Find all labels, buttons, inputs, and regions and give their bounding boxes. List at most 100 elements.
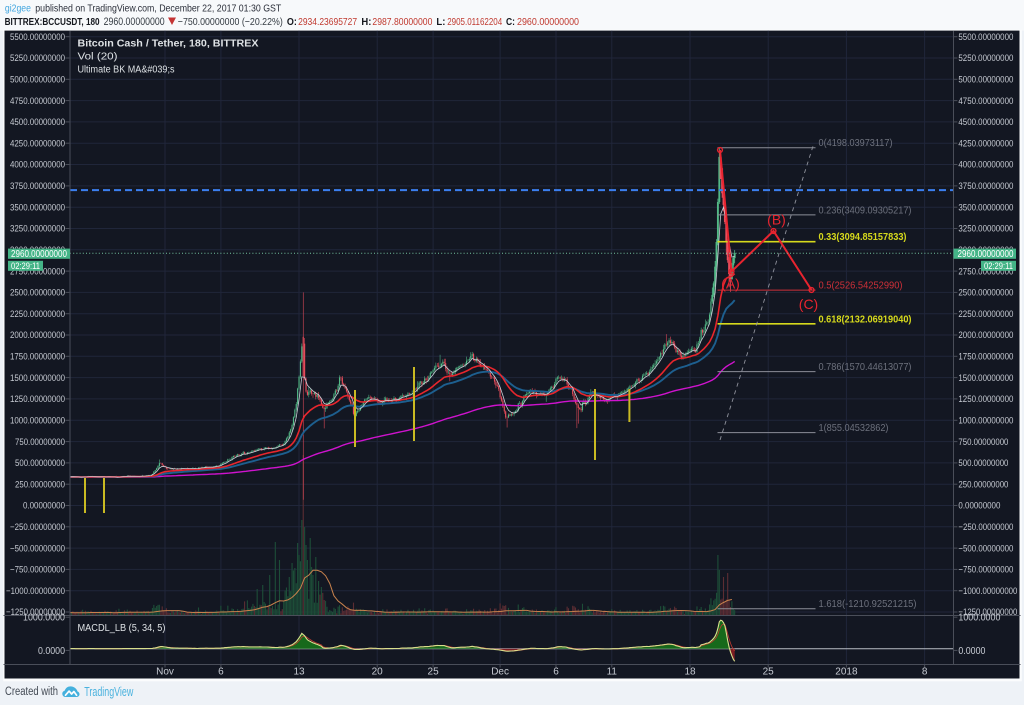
svg-text:1(855.04532862): 1(855.04532862) [819,422,889,434]
svg-text:2960.00000000: 2960.00000000 [517,16,579,28]
svg-text:3500.00000000: 3500.00000000 [958,202,1013,212]
svg-text:4500.00000000: 4500.00000000 [10,117,65,127]
svg-text:1250.00000000: 1250.00000000 [958,394,1013,404]
svg-text:4750.00000000: 4750.00000000 [10,96,65,106]
svg-text:−500.00000000: −500.00000000 [10,543,65,553]
svg-text:BITTREX:BCCUSDT, 180: BITTREX:BCCUSDT, 180 [5,16,100,28]
svg-text:0.00000000: 0.00000000 [23,501,65,511]
svg-text:25: 25 [428,667,440,678]
svg-text:4250.00000000: 4250.00000000 [958,138,1013,148]
svg-text:2905.01162204: 2905.01162204 [447,16,502,28]
svg-text:2934.23695727: 2934.23695727 [298,16,357,28]
svg-text:1750.00000000: 1750.00000000 [958,352,1013,362]
svg-text:(A): (A) [721,276,740,292]
svg-text:2250.00000000: 2250.00000000 [958,309,1013,319]
svg-text:1000.0000: 1000.0000 [958,613,1000,624]
svg-text:4500.00000000: 4500.00000000 [958,117,1013,127]
svg-text:5250.00000000: 5250.00000000 [958,53,1013,63]
svg-text:−1000.00000000: −1000.00000000 [6,586,65,596]
svg-text:500.00000000: 500.00000000 [958,458,1008,468]
svg-text:2960.00000000: 2960.00000000 [958,249,1014,260]
svg-text:2987.80000000: 2987.80000000 [372,16,432,28]
svg-text:2000.00000000: 2000.00000000 [10,330,65,340]
svg-text:O:: O: [287,16,297,28]
svg-text:Created with: Created with [5,686,58,698]
svg-text:500.00000000: 500.00000000 [15,458,65,468]
svg-text:02:29:11: 02:29:11 [984,261,1013,272]
svg-text:0.00000000: 0.00000000 [958,501,1000,511]
svg-text:20: 20 [372,667,384,678]
svg-text:−250.00000000: −250.00000000 [10,522,65,532]
svg-text:02:29:11: 02:29:11 [11,261,40,272]
svg-text:750.00000000: 750.00000000 [958,437,1008,447]
svg-text:−1250.00000000: −1250.00000000 [958,607,1017,617]
svg-text:11: 11 [607,667,618,678]
svg-text:1000.0000: 1000.0000 [23,613,65,624]
svg-text:6: 6 [218,667,224,678]
svg-text:0.236(3409.09305217): 0.236(3409.09305217) [819,204,912,216]
svg-text:MACDL_LB (5, 34, 5): MACDL_LB (5, 34, 5) [78,623,166,634]
svg-text:5250.00000000: 5250.00000000 [10,53,65,63]
svg-text:4750.00000000: 4750.00000000 [958,96,1013,106]
svg-text:2960.00000000: 2960.00000000 [104,16,165,28]
svg-text:−250.00000000: −250.00000000 [958,522,1013,532]
svg-text:1000.00000000: 1000.00000000 [958,416,1013,426]
svg-text:Vol (20): Vol (20) [78,51,118,62]
svg-text:2018: 2018 [835,667,858,678]
svg-text:published on TradingView.com,: published on TradingView.com, December 2… [35,2,281,14]
svg-text:3750.00000000: 3750.00000000 [10,181,65,191]
svg-text:Ultimate BK MA&#039;s: Ultimate BK MA&#039;s [78,64,175,75]
svg-text:2750.00000000: 2750.00000000 [10,266,65,276]
svg-text:2500.00000000: 2500.00000000 [958,288,1013,298]
svg-text:−750.00000000: −750.00000000 [958,565,1013,575]
svg-text:0.0000: 0.0000 [958,646,985,657]
svg-text:250.00000000: 250.00000000 [15,479,65,489]
svg-text:1.618(-1210.92521215): 1.618(-1210.92521215) [819,598,917,610]
svg-text:−750.00000000 (−20.22%): −750.00000000 (−20.22%) [178,16,283,28]
svg-text:0(4198.03973117): 0(4198.03973117) [819,137,893,149]
svg-text:0.0000: 0.0000 [38,646,65,657]
svg-text:1500.00000000: 1500.00000000 [958,373,1013,383]
svg-text:1750.00000000: 1750.00000000 [10,352,65,362]
svg-text:3250.00000000: 3250.00000000 [958,224,1013,234]
svg-text:Bitcoin Cash / Tether, 180, BI: Bitcoin Cash / Tether, 180, BITTREX [78,38,259,49]
svg-text:18: 18 [684,667,696,678]
svg-text:4000.00000000: 4000.00000000 [10,160,65,170]
svg-text:−750.00000000: −750.00000000 [10,565,65,575]
svg-text:H:: H: [361,16,371,28]
svg-text:(B): (B) [767,212,786,228]
svg-text:0.33(3094.85157833): 0.33(3094.85157833) [819,231,907,243]
svg-text:Nov: Nov [156,667,174,678]
svg-text:−1250.00000000: −1250.00000000 [6,607,65,617]
svg-text:6: 6 [553,667,559,678]
svg-text:1250.00000000: 1250.00000000 [10,394,65,404]
svg-text:0.5(2526.54252990): 0.5(2526.54252990) [819,280,903,292]
svg-text:1500.00000000: 1500.00000000 [10,373,65,383]
svg-text:(C): (C) [799,296,818,312]
svg-text:4000.00000000: 4000.00000000 [958,160,1013,170]
svg-text:Dec: Dec [491,667,509,678]
svg-text:3250.00000000: 3250.00000000 [10,224,65,234]
svg-text:−500.00000000: −500.00000000 [958,543,1013,553]
svg-text:250.00000000: 250.00000000 [958,479,1008,489]
svg-text:C:: C: [506,16,515,28]
svg-text:3500.00000000: 3500.00000000 [10,202,65,212]
svg-text:13: 13 [293,667,305,678]
svg-text:3750.00000000: 3750.00000000 [958,181,1013,191]
svg-text:2960.00000000: 2960.00000000 [11,249,67,260]
svg-text:0.618(2132.06919040): 0.618(2132.06919040) [819,313,912,325]
svg-text:gi2gee: gi2gee [5,2,31,14]
svg-text:0.786(1570.44613077): 0.786(1570.44613077) [819,361,912,373]
svg-text:5500.00000000: 5500.00000000 [958,32,1013,42]
svg-text:25: 25 [763,667,775,678]
svg-text:5500.00000000: 5500.00000000 [10,32,65,42]
svg-text:2750.00000000: 2750.00000000 [958,266,1013,276]
svg-text:−1000.00000000: −1000.00000000 [958,586,1017,596]
svg-text:TradingView: TradingView [84,684,133,699]
svg-text:2000.00000000: 2000.00000000 [958,330,1013,340]
svg-text:5000.00000000: 5000.00000000 [958,75,1013,85]
svg-text:2250.00000000: 2250.00000000 [10,309,65,319]
svg-text:2500.00000000: 2500.00000000 [10,288,65,298]
svg-text:1000.00000000: 1000.00000000 [10,416,65,426]
svg-text:4250.00000000: 4250.00000000 [10,138,65,148]
